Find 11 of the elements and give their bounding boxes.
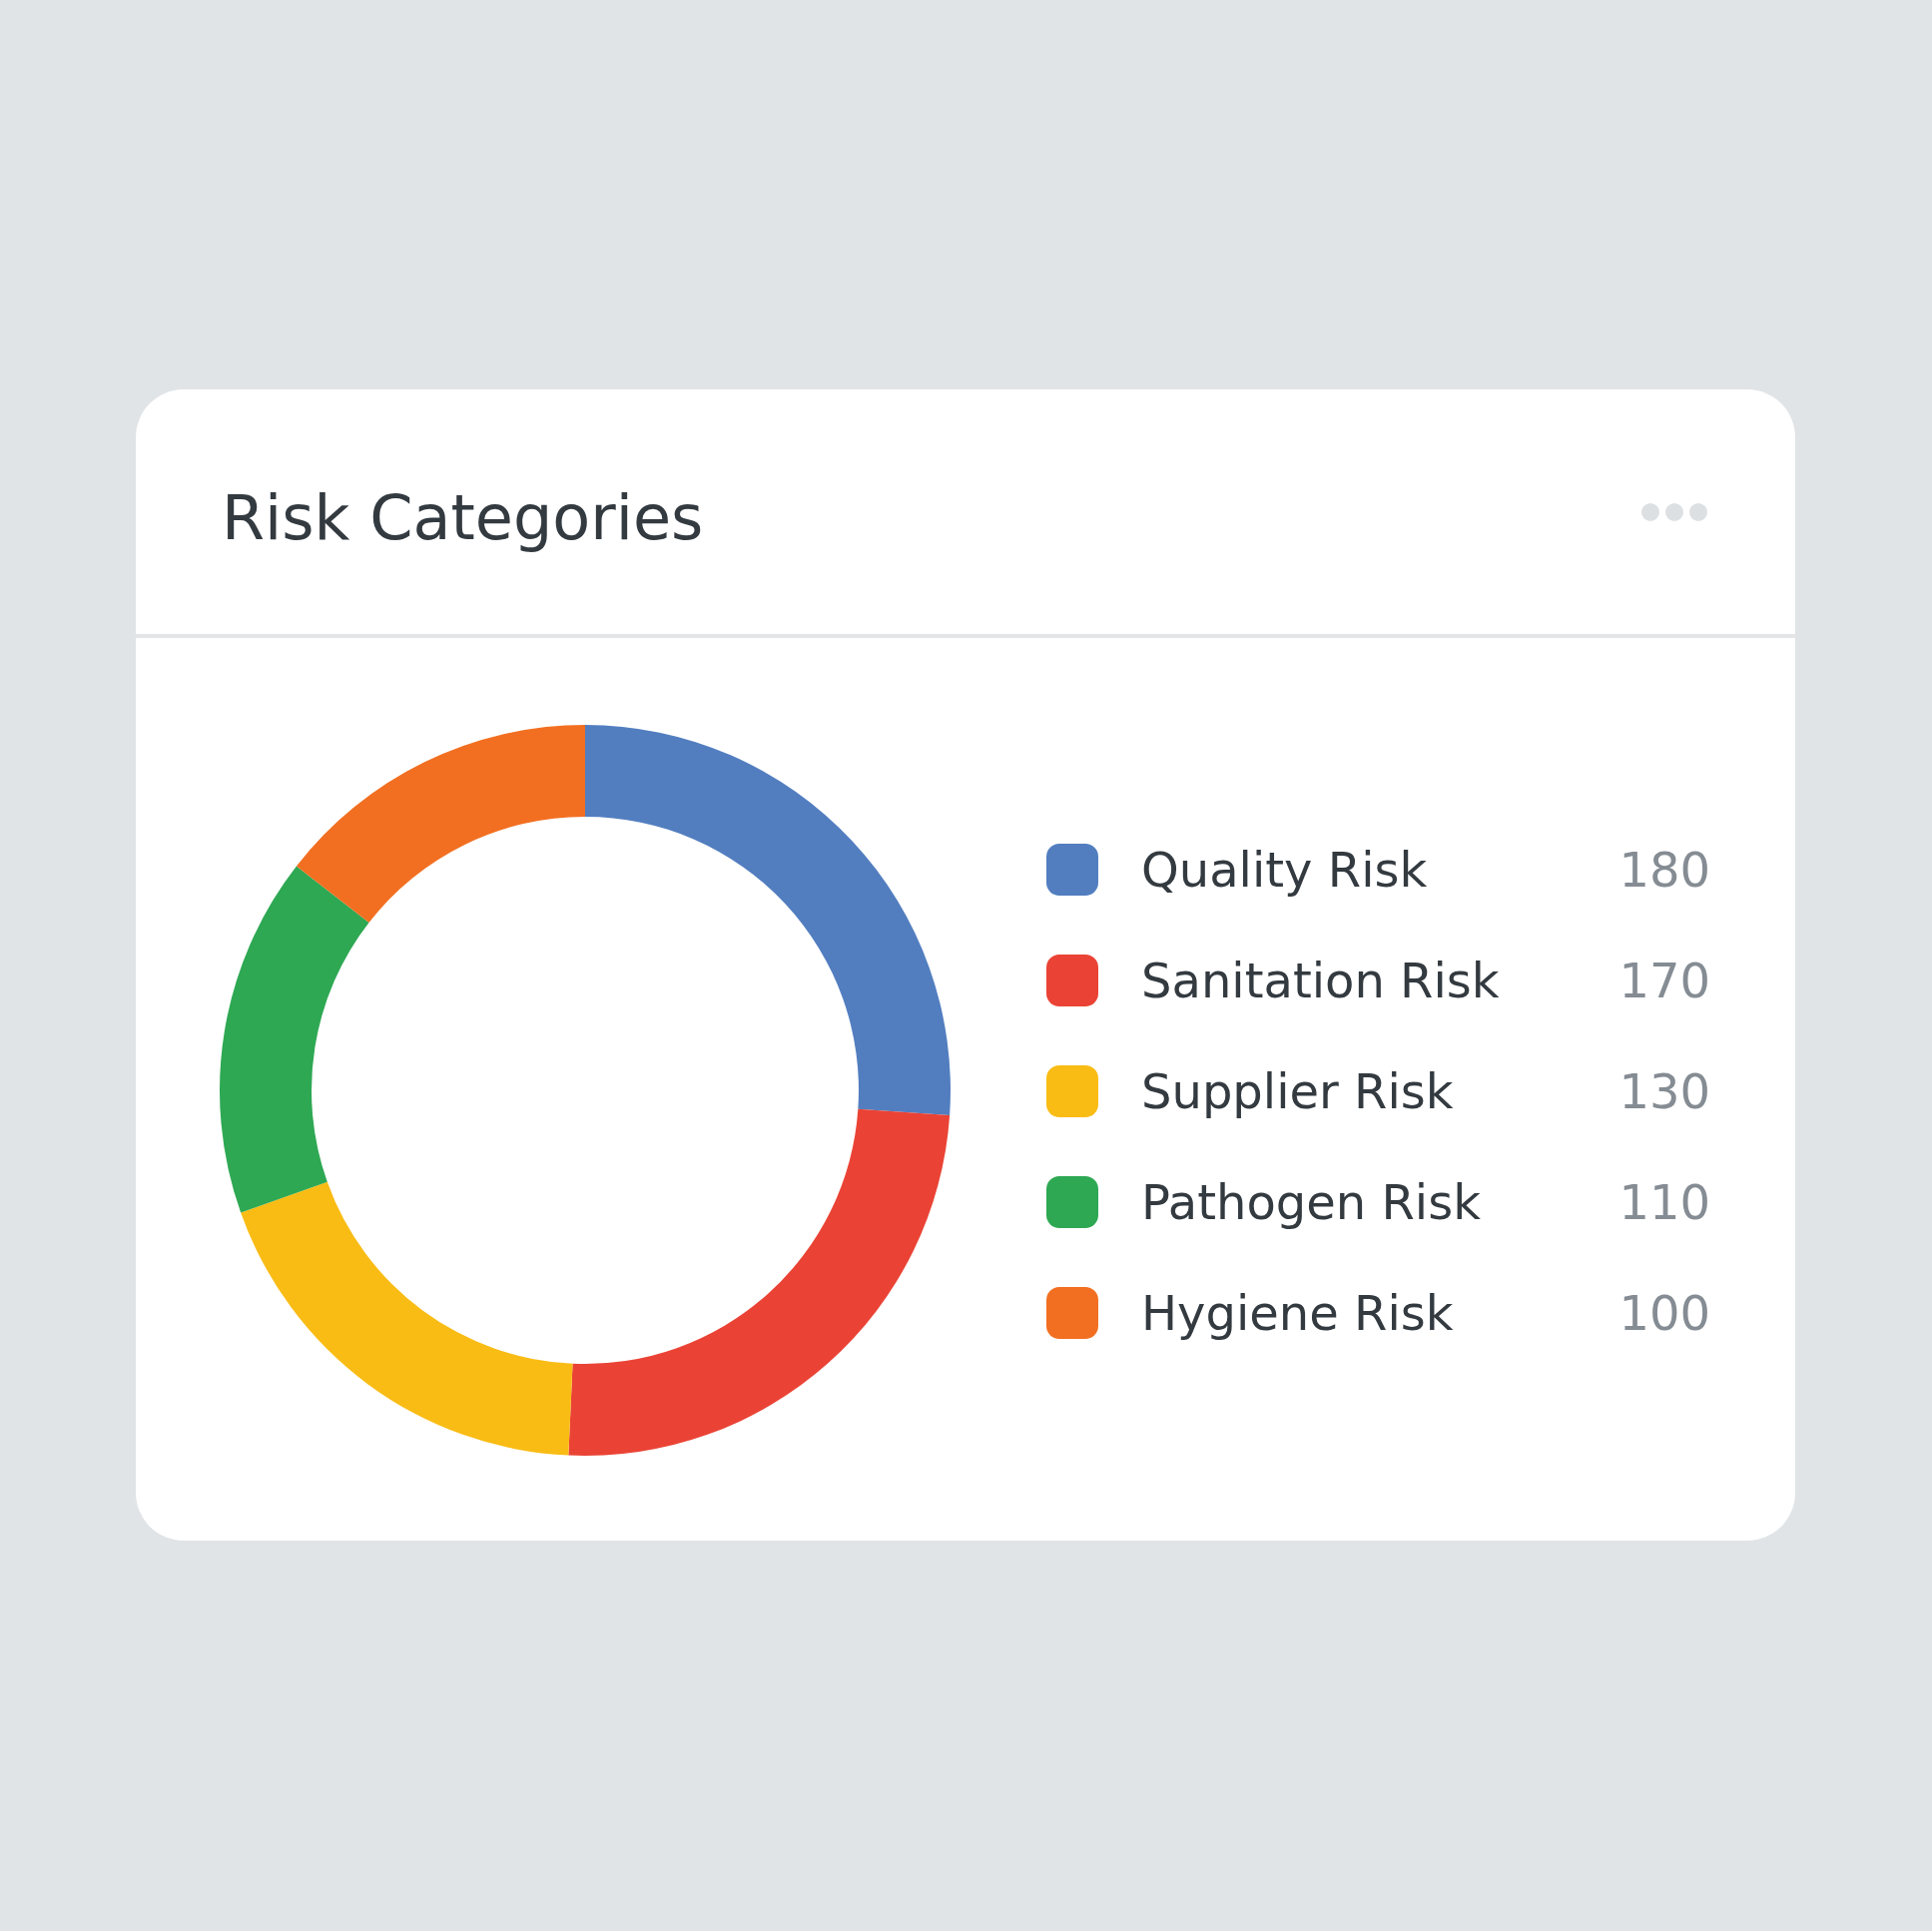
legend-label: Quality Risk (1141, 842, 1428, 898)
data-label: 170 (1618, 953, 1710, 1008)
legend-label: Supplier Risk (1141, 1063, 1454, 1119)
chart-title: Risk Categories (222, 480, 704, 554)
data-label: 100 (1618, 1285, 1710, 1341)
legend-label: Sanitation Risk (1141, 953, 1500, 1008)
data-label: 180 (1618, 842, 1710, 898)
data-label: 110 (1618, 1174, 1710, 1230)
legend-label: Pathogen Risk (1141, 1174, 1482, 1230)
legend-label: Hygiene Risk (1141, 1285, 1454, 1341)
data-label: 130 (1618, 1063, 1710, 1119)
